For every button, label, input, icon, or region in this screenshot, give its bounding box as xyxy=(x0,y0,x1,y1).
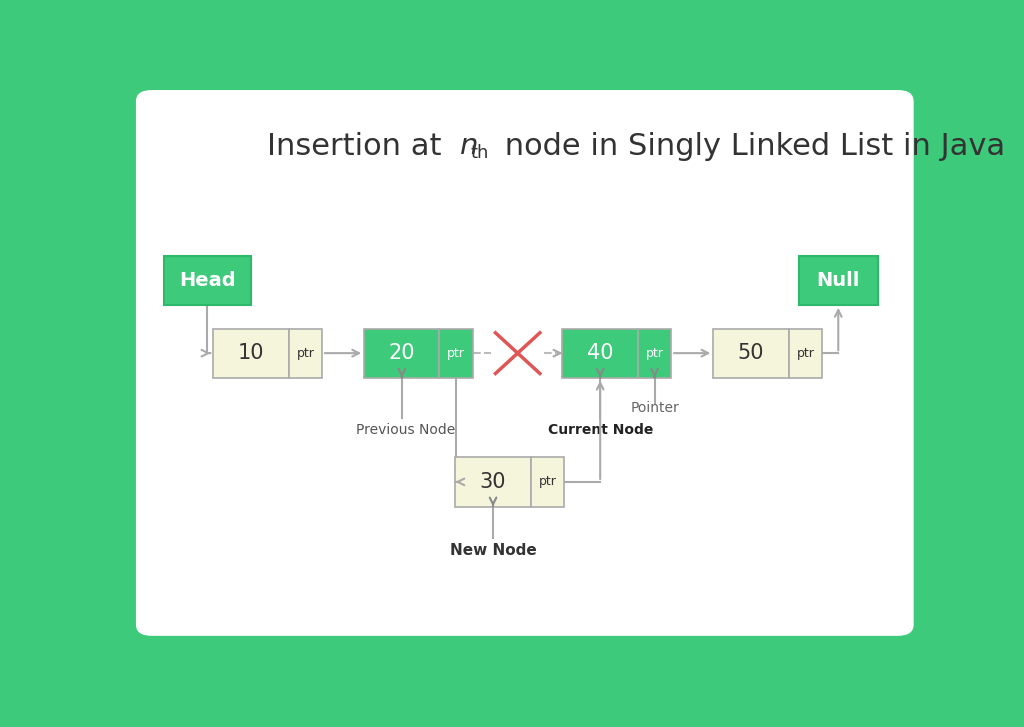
Text: 20: 20 xyxy=(388,343,415,364)
Text: Null: Null xyxy=(816,271,860,290)
FancyBboxPatch shape xyxy=(213,329,289,378)
Text: th: th xyxy=(471,144,489,162)
Text: Previous Node: Previous Node xyxy=(356,423,456,437)
FancyBboxPatch shape xyxy=(714,329,788,378)
Text: 40: 40 xyxy=(587,343,613,364)
FancyBboxPatch shape xyxy=(456,457,530,507)
Text: ptr: ptr xyxy=(645,347,664,360)
Text: 30: 30 xyxy=(480,472,506,492)
FancyBboxPatch shape xyxy=(164,256,251,305)
Text: Pointer: Pointer xyxy=(630,401,679,414)
Text: ptr: ptr xyxy=(296,347,314,360)
Text: n: n xyxy=(460,132,478,160)
Text: Current Node: Current Node xyxy=(548,423,653,437)
FancyBboxPatch shape xyxy=(136,90,913,636)
FancyBboxPatch shape xyxy=(439,329,473,378)
Text: Insertion at: Insertion at xyxy=(267,132,452,161)
Text: New Node: New Node xyxy=(450,544,537,558)
Text: 50: 50 xyxy=(737,343,764,364)
Text: node in Singly Linked List in Java: node in Singly Linked List in Java xyxy=(495,132,1005,161)
Text: ptr: ptr xyxy=(447,347,465,360)
Text: ptr: ptr xyxy=(797,347,814,360)
FancyBboxPatch shape xyxy=(530,457,564,507)
Text: ptr: ptr xyxy=(539,475,556,489)
FancyBboxPatch shape xyxy=(788,329,822,378)
FancyBboxPatch shape xyxy=(365,329,439,378)
FancyBboxPatch shape xyxy=(799,256,878,305)
FancyBboxPatch shape xyxy=(289,329,322,378)
FancyBboxPatch shape xyxy=(638,329,671,378)
Text: 10: 10 xyxy=(238,343,264,364)
FancyBboxPatch shape xyxy=(562,329,638,378)
Text: Head: Head xyxy=(179,271,236,290)
